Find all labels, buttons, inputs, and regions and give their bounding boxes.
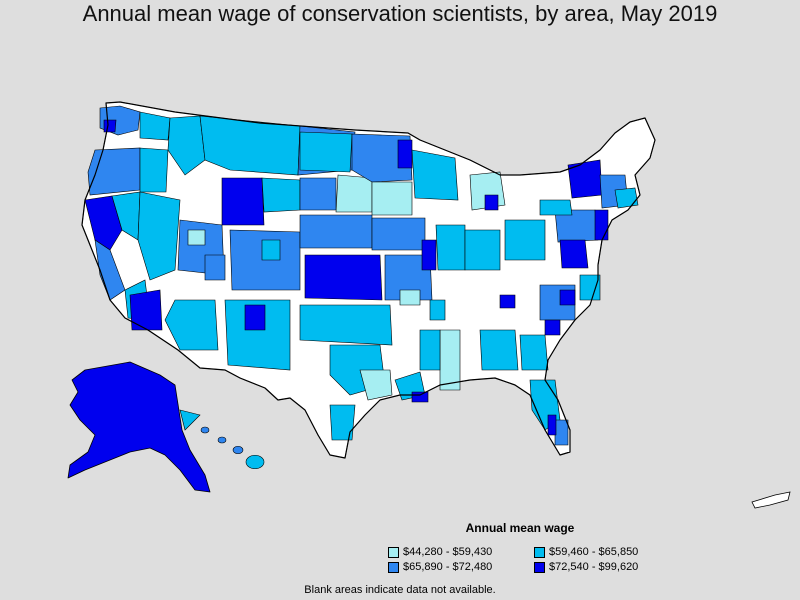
hawaii-island-1: [200, 426, 210, 434]
area-region-11: [167, 115, 206, 176]
area-region-26: [299, 177, 337, 211]
area-region-46: [439, 329, 461, 391]
area-region-40: [421, 239, 437, 271]
legend-swatch-4: [534, 561, 545, 573]
area-region-53: [519, 334, 549, 371]
area-region-36: [411, 149, 459, 201]
area-region-58: [559, 239, 589, 269]
area-region-22: [224, 299, 291, 371]
puerto-rico-region: [751, 491, 791, 509]
area-region-38: [371, 217, 426, 251]
hawaii-island-4: [245, 454, 265, 470]
area-region-19: [164, 299, 219, 351]
area-region-68: [187, 229, 206, 246]
area-region-45: [504, 219, 546, 261]
legend-item-4: $72,540 - $99,620: [534, 561, 638, 573]
area-region-64: [579, 274, 601, 301]
area-region-2: [139, 111, 171, 141]
legend-swatch-1: [388, 546, 399, 558]
area-region-55: [554, 419, 569, 446]
area-region-5: [139, 147, 169, 193]
area-region-25: [335, 174, 373, 213]
area-region-47: [419, 329, 441, 371]
legend-item-2: $59,460 - $65,850: [534, 546, 638, 558]
legend-item-1: $44,280 - $59,430: [388, 546, 492, 558]
legend-label-2: $59,460 - $65,850: [549, 546, 639, 558]
alaska-region: [67, 361, 211, 493]
area-region-31: [359, 369, 393, 401]
area-region-10: [137, 191, 181, 281]
area-region-4: [87, 147, 141, 196]
map-title: Annual mean wage of conservation scienti…: [82, 1, 718, 26]
area-region-65: [179, 409, 201, 431]
legend-label-4: $72,540 - $99,620: [549, 561, 639, 573]
area-region-41: [435, 224, 466, 271]
area-region-67: [429, 299, 446, 321]
area-region-62: [594, 209, 609, 241]
area-region-69: [204, 254, 226, 281]
area-region-28: [304, 254, 383, 301]
area-region-51: [559, 289, 576, 306]
legend-item-3: $65,890 - $72,480: [388, 561, 492, 573]
area-region-27: [299, 214, 373, 249]
us-outline: [81, 101, 656, 459]
legend-label-3: $65,890 - $72,480: [403, 561, 493, 573]
area-region-34: [351, 133, 413, 183]
area-region-43: [484, 194, 499, 211]
area-region-3: [103, 119, 117, 133]
area-region-16: [261, 177, 301, 213]
legend-swatch-2: [534, 546, 545, 558]
area-region-56: [547, 414, 557, 436]
outline-layer: [81, 101, 656, 459]
area-region-70: [329, 404, 356, 441]
area-region-44: [464, 229, 501, 271]
region-layer: [67, 101, 791, 509]
area-region-37: [371, 181, 413, 216]
legend-title: Annual mean wage: [465, 521, 575, 535]
area-region-23: [244, 304, 266, 331]
area-region-60: [567, 159, 603, 199]
area-region-48: [479, 329, 519, 371]
hawaii-island-2: [217, 436, 227, 444]
footnote: Blank areas indicate data not available.: [304, 584, 496, 596]
area-region-63: [614, 187, 639, 209]
area-region-18: [129, 289, 163, 331]
area-region-52: [544, 319, 561, 336]
legend-label-1: $44,280 - $59,430: [403, 546, 493, 558]
area-region-35: [397, 139, 413, 169]
area-region-59: [539, 199, 573, 216]
hawaii-island-3: [232, 445, 244, 455]
area-region-24: [299, 131, 353, 173]
area-region-66: [399, 289, 421, 306]
area-region-6: [84, 195, 123, 251]
area-region-15: [221, 177, 265, 226]
area-region-33: [411, 391, 429, 403]
area-region-21: [261, 239, 281, 261]
legend-swatch-3: [388, 561, 399, 573]
area-region-29: [299, 304, 393, 346]
area-region-49: [499, 294, 516, 309]
